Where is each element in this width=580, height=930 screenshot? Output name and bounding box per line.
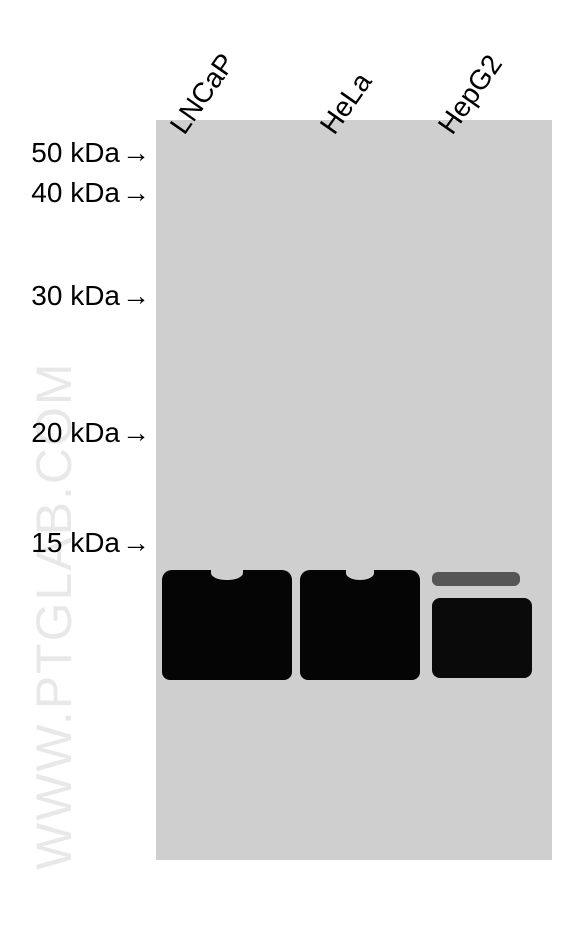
blot-band-2 bbox=[432, 598, 532, 678]
band-notch bbox=[211, 566, 242, 580]
mw-text-4: 15 kDa bbox=[31, 527, 120, 558]
band-notch bbox=[346, 566, 375, 580]
mw-marker-2: 30 kDa→ bbox=[31, 280, 150, 312]
mw-marker-0: 50 kDa→ bbox=[31, 137, 150, 169]
blot-band-1 bbox=[300, 570, 420, 680]
blot-band-3 bbox=[432, 572, 520, 586]
mw-marker-4: 15 kDa→ bbox=[31, 527, 150, 559]
mw-marker-3: 20 kDa→ bbox=[31, 417, 150, 449]
arrow-icon: → bbox=[122, 280, 150, 311]
arrow-icon: → bbox=[122, 417, 150, 448]
blot-membrane bbox=[156, 120, 552, 860]
arrow-icon: → bbox=[122, 137, 150, 168]
mw-text-0: 50 kDa bbox=[31, 137, 120, 168]
mw-marker-1: 40 kDa→ bbox=[31, 177, 150, 209]
mw-text-2: 30 kDa bbox=[31, 280, 120, 311]
arrow-icon: → bbox=[122, 177, 150, 208]
figure-container: WWW.PTGLAB.COM LNCaP HeLa HepG2 50 kDa→ … bbox=[0, 0, 580, 930]
arrow-icon: → bbox=[122, 527, 150, 558]
blot-band-0 bbox=[162, 570, 292, 680]
mw-text-1: 40 kDa bbox=[31, 177, 120, 208]
mw-text-3: 20 kDa bbox=[31, 417, 120, 448]
